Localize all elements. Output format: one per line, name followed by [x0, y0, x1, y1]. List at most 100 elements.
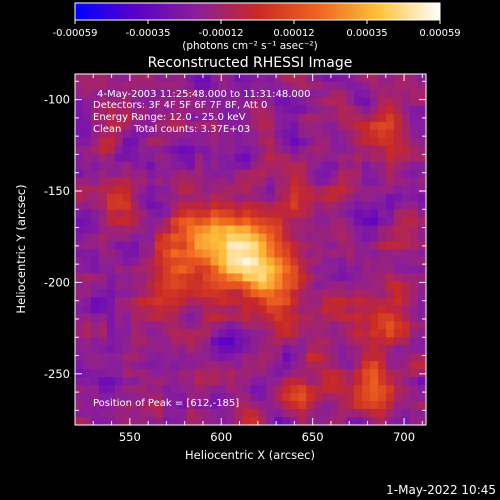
heatmap-cell [370, 417, 379, 426]
heatmap-cell [354, 233, 363, 243]
heatmap-cell [218, 265, 228, 275]
heatmap-cell [250, 209, 260, 219]
heatmap-cell [170, 281, 180, 290]
colorbar-ticks: -0.00059 -0.00035 -0.00012 0.00012 0.00035 0.… [53, 20, 461, 39]
heatmap-cell [362, 105, 371, 115]
heatmap-cell [298, 409, 307, 418]
heatmap-cell [146, 121, 156, 131]
heatmap-cell [322, 369, 331, 378]
heatmap-cell [362, 289, 371, 298]
heatmap-cell [226, 153, 236, 163]
heatmap-cell [258, 241, 268, 251]
heatmap-cell [146, 385, 156, 394]
heatmap-cell [154, 249, 164, 259]
heatmap-cell [258, 185, 268, 195]
heatmap-cell [130, 161, 140, 171]
y-axis-label: Heliocentric Y (arcsec) [14, 184, 28, 313]
heatmap-cell [154, 169, 164, 179]
heatmap-cell [218, 369, 228, 378]
heatmap-cell [154, 105, 164, 115]
heatmap-cell [138, 74, 148, 83]
heatmap-cell [418, 145, 427, 155]
heatmap-cell [218, 161, 228, 171]
heatmap-cell [386, 249, 395, 259]
heatmap-cell [354, 385, 363, 394]
heatmap-cell [250, 417, 260, 426]
heatmap-cell [394, 81, 403, 91]
heatmap-cell [234, 209, 244, 219]
heatmap-cell [202, 409, 212, 418]
heatmap-cell [282, 297, 291, 306]
heatmap-cell [98, 329, 108, 338]
heatmap-cell [106, 249, 116, 259]
heatmap-cell [250, 249, 260, 259]
heatmap-cell [306, 377, 315, 386]
heatmap-cell [130, 121, 140, 131]
heatmap-cell [218, 81, 228, 91]
heatmap-cell [186, 129, 196, 139]
heatmap-cell [322, 241, 331, 251]
heatmap-cell [314, 385, 323, 394]
heatmap-cell [218, 105, 228, 115]
heatmap-cell [266, 417, 276, 426]
heatmap-cell [114, 377, 124, 386]
heatmap-cell [186, 74, 196, 83]
heatmap-cell [210, 393, 220, 402]
heatmap-cell [138, 417, 148, 426]
heatmap-cell [346, 329, 355, 338]
heatmap-cell [90, 161, 100, 171]
heatmap-cell [218, 169, 228, 179]
heatmap-cell [194, 265, 204, 275]
heatmap-cell [346, 337, 355, 346]
heatmap-cell [226, 273, 236, 283]
heatmap-cell [418, 393, 427, 402]
heatmap-cell [362, 97, 371, 107]
heatmap-cell [178, 249, 188, 259]
heatmap-cell [178, 313, 188, 322]
heatmap-cell [218, 153, 228, 163]
heatmap-cell [170, 321, 180, 330]
heatmap-cell [362, 241, 371, 251]
heatmap-cell [346, 201, 355, 211]
heatmap-cell [402, 74, 411, 83]
heatmap-cell [386, 161, 395, 171]
heatmap-cell [202, 257, 212, 267]
heatmap-cell [242, 257, 252, 267]
heatmap-cell [106, 329, 116, 338]
heatmap-cell [242, 81, 252, 91]
heatmap-cell [274, 217, 284, 227]
heatmap-cell [394, 281, 403, 290]
heatmap-cell [410, 145, 419, 155]
heatmap-cell [266, 289, 276, 298]
heatmap-cell [290, 129, 299, 139]
heatmap-cell [410, 401, 419, 410]
heatmap-cell [330, 289, 339, 298]
heatmap-cell [154, 417, 164, 426]
heatmap-cell [306, 185, 315, 195]
heatmap-cell [154, 185, 164, 195]
heatmap-cell [290, 177, 299, 187]
heatmap-cell [418, 337, 427, 346]
heatmap-cell [298, 281, 307, 290]
heatmap-cell [146, 233, 156, 243]
heatmap-cell [210, 273, 220, 283]
heatmap-cell [410, 329, 419, 338]
heatmap-cell [370, 89, 379, 99]
heatmap-cell [266, 81, 276, 91]
heatmap-cell [258, 225, 268, 235]
heatmap-cell [266, 153, 276, 163]
heatmap-cell [346, 89, 355, 99]
heatmap-cell [114, 401, 124, 410]
heatmap-cell [226, 177, 236, 187]
heatmap-cell [386, 329, 395, 338]
heatmap-cell [90, 329, 100, 338]
heatmap-cell [370, 329, 379, 338]
heatmap-cell [90, 289, 100, 298]
heatmap-cell [282, 81, 291, 91]
heatmap-cell [75, 145, 84, 155]
heatmap-cell [402, 249, 411, 259]
heatmap-cell [218, 337, 228, 346]
heatmap-cell [386, 385, 395, 394]
heatmap-cell [394, 89, 403, 99]
y-tick-label: -150 [44, 184, 70, 198]
